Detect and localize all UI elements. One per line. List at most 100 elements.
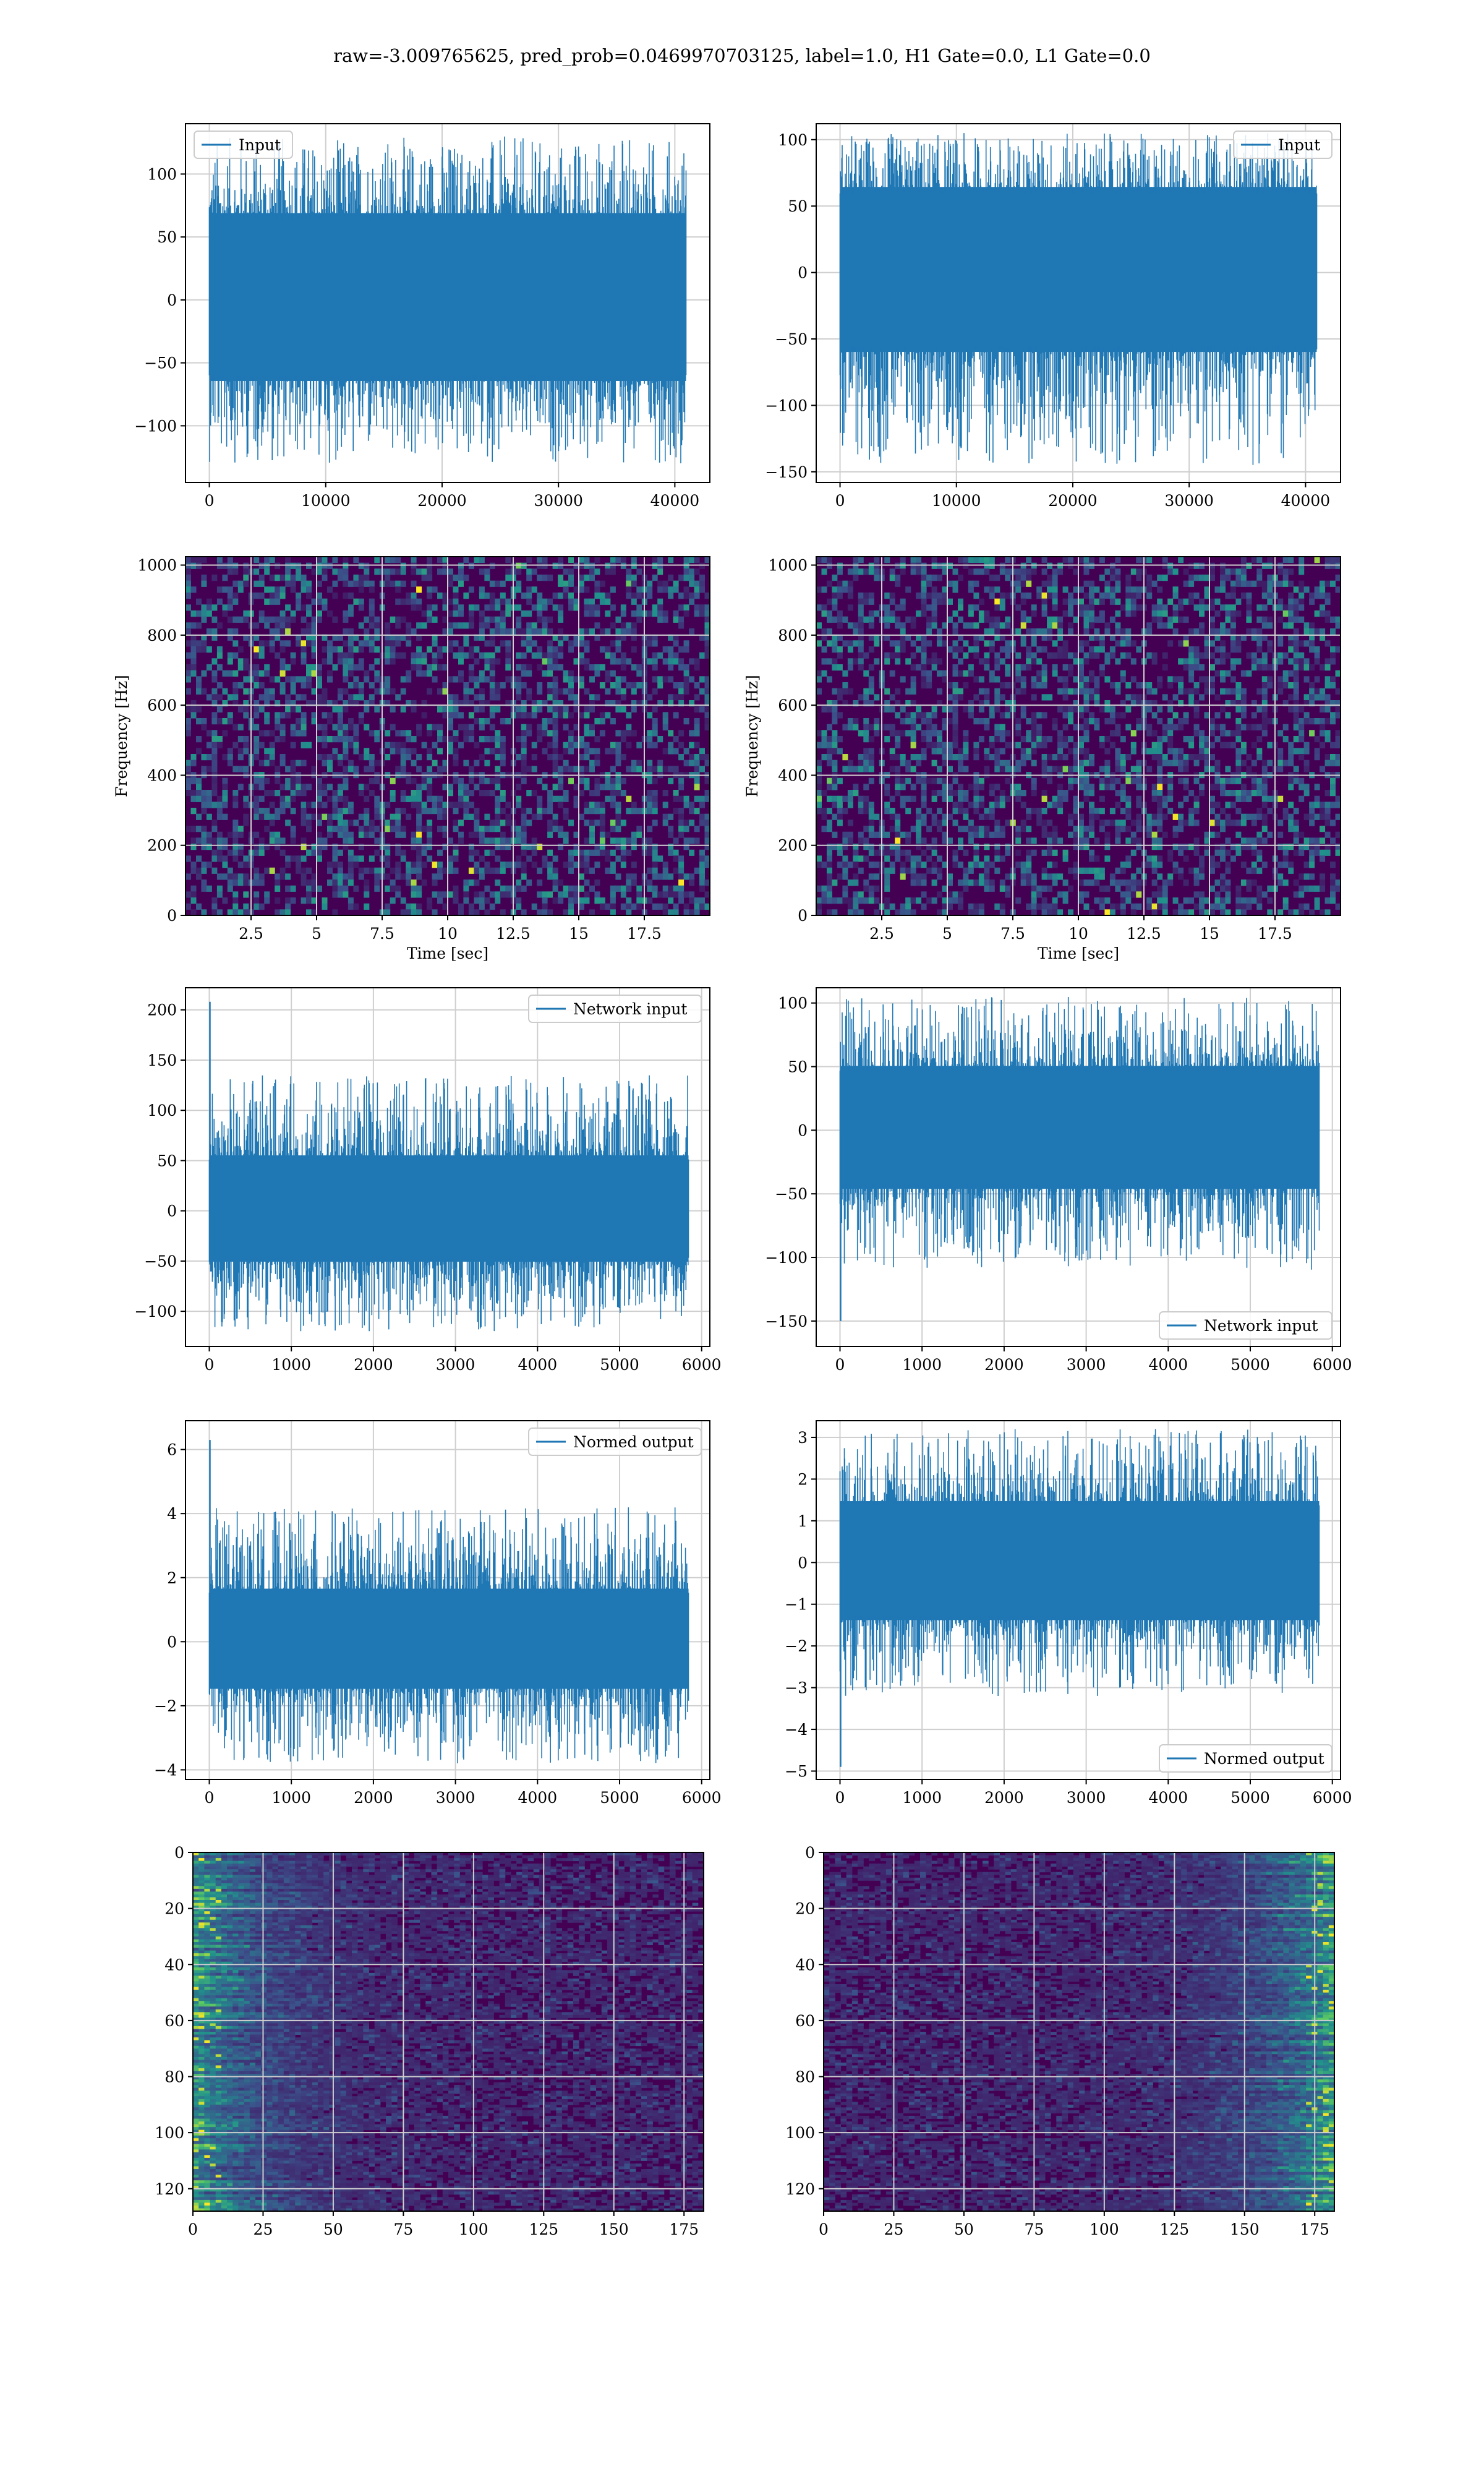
heatmap-cell xyxy=(921,586,927,593)
heatmap-cell xyxy=(552,652,558,659)
heatmap-cell xyxy=(947,580,953,587)
heatmap-cell xyxy=(275,593,281,599)
heatmap-cell xyxy=(275,575,281,581)
heatmap-cell xyxy=(821,790,827,797)
heatmap-cell xyxy=(343,593,349,599)
heatmap-cell xyxy=(900,628,906,635)
heatmap-cell xyxy=(895,766,901,773)
heatmap-cell xyxy=(842,700,848,707)
heatmap-cell xyxy=(1246,598,1252,605)
heatmap-cell xyxy=(395,844,401,850)
heatmap-cell xyxy=(254,754,260,761)
heatmap-cell xyxy=(211,784,218,790)
heatmap-cell xyxy=(484,575,490,581)
heatmap-cell xyxy=(1220,790,1226,797)
heatmap-cell xyxy=(704,628,710,635)
heatmap-cell xyxy=(537,562,543,569)
heatmap-cell xyxy=(353,903,359,910)
heatmap-cell xyxy=(868,754,874,761)
heatmap-cell xyxy=(521,610,527,617)
heatmap-cell xyxy=(311,712,317,719)
heatmap-cell xyxy=(484,897,490,904)
heatmap-cell xyxy=(1104,593,1111,599)
heatmap-cell xyxy=(211,736,218,743)
heatmap-cell xyxy=(1136,795,1142,802)
heatmap-cell xyxy=(952,790,958,797)
heatmap-cell xyxy=(521,700,527,707)
heatmap-cell xyxy=(1298,748,1305,755)
heatmap-cell xyxy=(322,634,328,641)
heatmap-cell xyxy=(1146,766,1153,773)
heatmap-cell xyxy=(1041,682,1047,689)
heatmap-cell xyxy=(201,575,207,581)
heatmap-cell xyxy=(290,837,296,844)
heatmap-cell xyxy=(186,604,191,611)
heatmap-cell xyxy=(647,808,653,815)
heatmap-cell xyxy=(1089,754,1094,761)
heatmap-cell xyxy=(254,802,260,808)
heatmap-cell xyxy=(1309,640,1315,647)
heatmap-cell xyxy=(568,820,574,826)
heatmap-cell xyxy=(1230,688,1236,695)
heatmap-cell xyxy=(662,790,668,797)
heatmap-cell xyxy=(832,795,838,802)
heatmap-cell xyxy=(432,862,438,868)
heatmap-cell xyxy=(1188,562,1195,569)
heatmap-cell xyxy=(196,903,202,910)
heatmap-cell xyxy=(458,568,464,575)
heatmap-cell xyxy=(699,862,705,868)
heatmap-cell xyxy=(1251,700,1257,707)
heatmap-cell xyxy=(563,760,569,766)
heatmap-cell xyxy=(1151,700,1158,707)
heatmap-cell xyxy=(1172,760,1179,766)
heatmap-cell xyxy=(416,849,422,856)
heatmap-cell xyxy=(678,664,684,671)
heatmap-cell xyxy=(620,903,626,910)
heatmap-cell xyxy=(222,795,228,802)
heatmap-cell xyxy=(343,580,349,587)
heatmap-cell xyxy=(689,760,695,766)
heatmap-cell xyxy=(317,790,322,797)
heatmap-cell xyxy=(275,873,281,880)
heatmap-cell xyxy=(668,646,674,653)
heatmap-cell xyxy=(1220,652,1226,659)
heatmap-cell xyxy=(1062,694,1068,701)
heatmap-cell xyxy=(1130,766,1136,773)
heatmap-cell xyxy=(832,604,838,611)
heatmap-cell xyxy=(416,831,422,838)
heatmap-cell xyxy=(1041,557,1047,563)
heatmap-cell xyxy=(636,885,642,892)
heatmap-cell xyxy=(495,604,501,611)
heatmap-cell xyxy=(254,682,260,689)
heatmap-cell xyxy=(196,676,202,683)
heatmap-cell xyxy=(631,880,637,886)
heatmap-cell xyxy=(306,880,312,886)
heatmap-cell xyxy=(1146,813,1153,820)
heatmap-cell xyxy=(1324,593,1331,599)
heatmap-cell xyxy=(895,658,901,665)
heatmap-cell xyxy=(275,598,281,605)
heatmap-cell xyxy=(1073,676,1079,683)
heatmap-cell xyxy=(1136,557,1142,563)
heatmap-cell xyxy=(1015,790,1021,797)
heatmap-cell xyxy=(390,658,396,665)
heatmap-cell xyxy=(227,628,233,635)
heatmap-cell xyxy=(931,586,937,593)
heatmap-cell xyxy=(448,580,453,587)
heatmap-cell xyxy=(947,790,953,797)
heatmap-cell xyxy=(610,562,616,569)
heatmap-cell xyxy=(254,897,260,904)
heatmap-cell xyxy=(594,777,600,784)
heatmap-cell xyxy=(254,712,260,719)
heatmap-cell xyxy=(1120,736,1126,743)
heatmap-cell xyxy=(206,862,212,868)
heatmap-cell xyxy=(558,784,564,790)
heatmap-cell xyxy=(683,676,689,683)
heatmap-cell xyxy=(190,790,197,797)
heatmap-cell xyxy=(190,754,197,761)
heatmap-cell xyxy=(243,658,249,665)
heatmap-cell xyxy=(201,688,207,695)
heatmap-cell xyxy=(636,760,642,766)
heatmap-cell xyxy=(531,652,537,659)
heatmap-cell xyxy=(921,575,927,581)
